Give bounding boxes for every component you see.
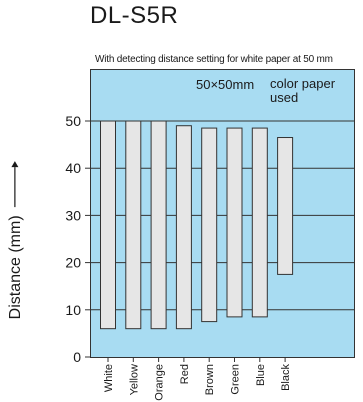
y-tick-label-50: 50	[65, 113, 81, 129]
x-tick-label-brown: Brown	[204, 364, 216, 395]
chart-title: DL-S5R	[90, 2, 179, 29]
bar-red	[175, 125, 192, 330]
annotation-note-line-1: color paper	[270, 76, 336, 91]
bar-orange	[150, 120, 167, 330]
x-tick-label-green: Green	[230, 364, 242, 395]
y-tick-label-0: 0	[73, 349, 81, 365]
bar-yellow	[125, 120, 142, 330]
x-tick-label-black: Black	[280, 364, 292, 391]
bar-white	[100, 120, 116, 330]
bar-blue	[251, 127, 268, 318]
y-tick-label-30: 30	[65, 207, 81, 223]
annotation-note: color paper used	[270, 77, 335, 105]
y-axis-arrow	[7, 160, 25, 207]
y-axis-label: Distance (mm)	[7, 140, 25, 340]
bar-brown	[201, 127, 218, 323]
annotation-size: 50×50mm	[196, 77, 255, 92]
bar-green	[226, 127, 243, 318]
bar-black	[277, 137, 294, 275]
x-tick-label-blue: Blue	[255, 364, 267, 386]
y-tick-label-20: 20	[65, 255, 81, 271]
annotation-note-line-2: used	[270, 90, 299, 105]
y-axis-label-text: Distance (mm)	[7, 215, 25, 320]
y-tick-label-40: 40	[65, 160, 81, 176]
x-tick-label-white: White	[103, 364, 115, 392]
chart-subtitle: With detecting distance setting for whit…	[95, 54, 333, 65]
x-tick-label-yellow: Yellow	[128, 364, 140, 395]
y-tick-label-10: 10	[65, 302, 81, 318]
x-tick-label-orange: Orange	[154, 364, 166, 401]
x-tick-label-red: Red	[179, 364, 191, 384]
